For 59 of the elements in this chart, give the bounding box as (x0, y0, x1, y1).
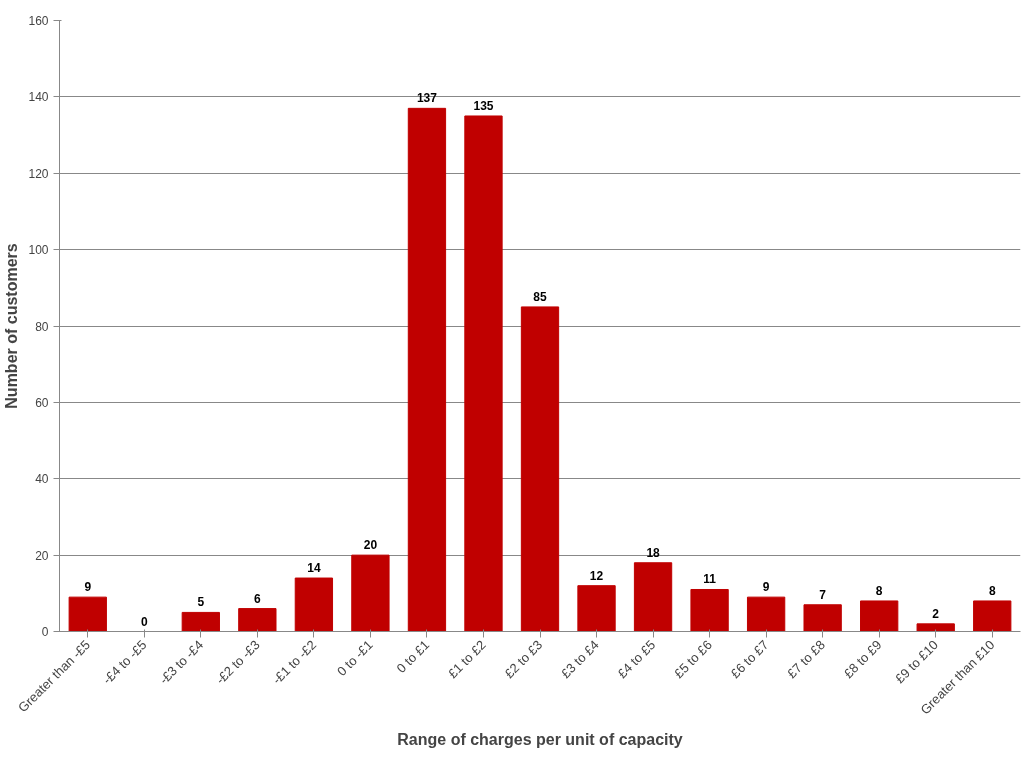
y-tick-label: 140 (28, 90, 49, 105)
data-label: 14 (307, 561, 321, 576)
bar (181, 611, 220, 632)
data-label: 0 (140, 614, 148, 629)
y-tick-label: 100 (28, 243, 49, 258)
x-axis-title: Range of charges per unit of capacity (397, 730, 683, 748)
data-label: 85 (533, 289, 547, 304)
x-tick-label: £3 to £4 (558, 637, 602, 682)
bar (633, 562, 673, 632)
y-tick-label: 20 (35, 548, 49, 563)
bar (238, 608, 277, 632)
x-tick-label: £4 to £5 (614, 637, 659, 682)
x-tick-label: -£4 to -£5 (99, 637, 150, 688)
x-tick-label: £5 to £6 (671, 637, 715, 682)
bar (351, 554, 390, 632)
bar (746, 596, 786, 632)
x-tick-label: -£1 to -£2 (269, 637, 320, 688)
bar (973, 600, 1012, 632)
y-tick-label: 0 (41, 625, 49, 639)
x-tick-label: £7 to £8 (784, 637, 828, 682)
x-tick-label: £1 to £2 (444, 637, 489, 682)
data-label: 12 (589, 568, 604, 583)
x-tick-label: 0 to -£1 (333, 637, 376, 679)
bar (68, 596, 107, 632)
y-tick-label: 40 (35, 472, 49, 487)
data-label: 135 (473, 98, 494, 113)
y-tick-label: 160 (28, 14, 49, 28)
data-label: 18 (646, 545, 661, 560)
y-tick-label: 60 (35, 395, 49, 410)
bar (520, 306, 560, 632)
x-tick-label: £8 to £9 (840, 637, 885, 682)
bar (464, 115, 503, 632)
data-label: 5 (197, 595, 205, 610)
data-label: 20 (363, 538, 378, 553)
data-label: 137 (416, 91, 438, 106)
data-label: 7 (819, 587, 827, 602)
data-label: 6 (254, 591, 262, 606)
x-tick-label: 0 to £1 (393, 637, 433, 676)
data-label: 2 (932, 606, 940, 621)
y-tick-label: 120 (28, 166, 49, 181)
data-label: 11 (703, 572, 717, 587)
bar (916, 623, 955, 632)
bar (860, 600, 899, 632)
bar (803, 604, 842, 632)
y-axis-title: Number of customers (3, 243, 21, 409)
y-tick-label: 80 (35, 319, 49, 334)
data-label: 9 (84, 580, 92, 595)
bar (577, 585, 616, 632)
data-label: 8 (988, 583, 996, 598)
x-tick-label: £6 to £7 (727, 637, 772, 682)
x-tick-label: £2 to £3 (501, 637, 546, 682)
bar (294, 577, 334, 632)
x-tick-label: -£2 to -£3 (212, 637, 263, 688)
data-label: 9 (762, 580, 770, 595)
x-tick-label: £9 to £10 (892, 637, 942, 687)
bar (690, 588, 729, 632)
data-label: 8 (875, 583, 883, 598)
x-tick-label: -£3 to -£4 (156, 637, 207, 688)
bar (407, 107, 447, 632)
